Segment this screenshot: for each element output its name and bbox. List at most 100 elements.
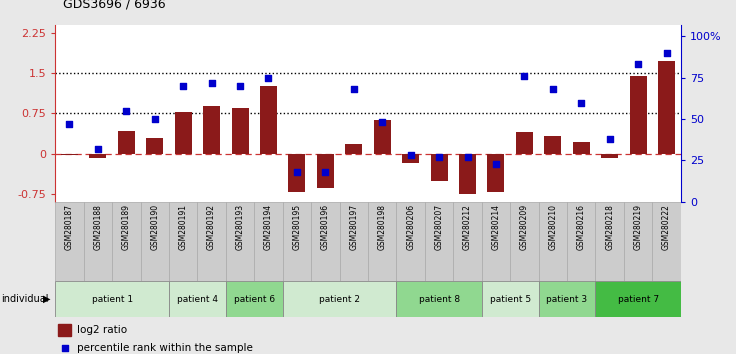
Bar [112, 202, 141, 281]
Bar [169, 202, 197, 281]
Bar [482, 281, 539, 317]
Text: GSM280188: GSM280188 [93, 204, 102, 250]
Bar [61, 154, 78, 155]
Bar [89, 154, 107, 158]
Bar [453, 202, 482, 281]
Point [319, 169, 331, 175]
Bar [397, 202, 425, 281]
Bar [141, 202, 169, 281]
Bar [339, 202, 368, 281]
Bar [118, 131, 135, 154]
Point [604, 136, 615, 142]
Bar [345, 144, 362, 154]
Bar [84, 202, 112, 281]
Bar [289, 154, 305, 192]
Text: GSM280207: GSM280207 [434, 204, 444, 250]
Text: GSM280198: GSM280198 [378, 204, 386, 250]
Text: GSM280194: GSM280194 [264, 204, 273, 250]
Point [263, 75, 275, 81]
Bar [169, 281, 226, 317]
Bar [146, 138, 163, 154]
Bar [573, 142, 590, 154]
Point [348, 86, 360, 92]
Bar [629, 76, 647, 154]
Text: GSM280190: GSM280190 [150, 204, 159, 250]
Bar [283, 202, 311, 281]
Text: patient 4: patient 4 [177, 295, 218, 304]
Bar [174, 112, 191, 154]
Bar [254, 202, 283, 281]
Bar [283, 281, 397, 317]
Text: patient 6: patient 6 [234, 295, 275, 304]
Text: GSM280219: GSM280219 [634, 204, 643, 250]
Text: patient 1: patient 1 [91, 295, 132, 304]
Text: GSM280187: GSM280187 [65, 204, 74, 250]
Text: percentile rank within the sample: percentile rank within the sample [77, 343, 253, 353]
Bar [658, 61, 675, 154]
Text: GSM280222: GSM280222 [662, 204, 671, 250]
Point [518, 73, 530, 79]
Point [291, 169, 302, 175]
Text: GSM280209: GSM280209 [520, 204, 529, 250]
Point [490, 161, 502, 167]
Text: GSM280218: GSM280218 [605, 204, 615, 250]
Bar [539, 281, 595, 317]
Text: log2 ratio: log2 ratio [77, 325, 127, 335]
Bar [516, 132, 533, 154]
Point [661, 50, 673, 56]
Bar [595, 281, 681, 317]
Text: GSM280206: GSM280206 [406, 204, 415, 250]
Bar [567, 202, 595, 281]
Text: GSM280191: GSM280191 [179, 204, 188, 250]
Bar [55, 281, 169, 317]
Text: GDS3696 / 6936: GDS3696 / 6936 [63, 0, 165, 11]
Bar [197, 202, 226, 281]
Text: patient 2: patient 2 [319, 295, 360, 304]
Bar [425, 202, 453, 281]
Bar [487, 154, 504, 192]
Bar [459, 154, 476, 194]
Point [461, 154, 473, 160]
Bar [482, 202, 510, 281]
Text: GSM280197: GSM280197 [350, 204, 358, 250]
Point [121, 108, 132, 114]
Point [632, 62, 644, 67]
Text: GSM280214: GSM280214 [492, 204, 500, 250]
Bar [652, 202, 681, 281]
Text: patient 5: patient 5 [489, 295, 531, 304]
Bar [431, 154, 447, 181]
Text: patient 7: patient 7 [618, 295, 659, 304]
Text: patient 8: patient 8 [419, 295, 460, 304]
Point [177, 83, 189, 89]
Bar [545, 136, 562, 154]
Point [547, 86, 559, 92]
Bar [260, 86, 277, 154]
Point [205, 80, 217, 86]
Text: GSM280216: GSM280216 [577, 204, 586, 250]
Bar [510, 202, 539, 281]
Text: GSM280210: GSM280210 [548, 204, 557, 250]
Point [92, 146, 104, 152]
Text: individual: individual [1, 294, 49, 304]
Bar [601, 154, 618, 158]
Point [434, 154, 445, 160]
Bar [58, 324, 71, 336]
Bar [397, 281, 482, 317]
Text: GSM280192: GSM280192 [207, 204, 216, 250]
Text: GSM280212: GSM280212 [463, 204, 472, 250]
Text: ▶: ▶ [43, 294, 50, 304]
Bar [368, 202, 397, 281]
Point [291, 275, 302, 281]
Bar [226, 202, 254, 281]
Point [376, 120, 388, 125]
Bar [374, 120, 391, 154]
Point [149, 116, 160, 122]
Bar [539, 202, 567, 281]
Bar [316, 154, 334, 188]
Point [576, 100, 587, 105]
Bar [232, 108, 249, 154]
Bar [624, 202, 652, 281]
Point [63, 121, 75, 127]
Bar [595, 202, 624, 281]
Bar [402, 154, 420, 163]
